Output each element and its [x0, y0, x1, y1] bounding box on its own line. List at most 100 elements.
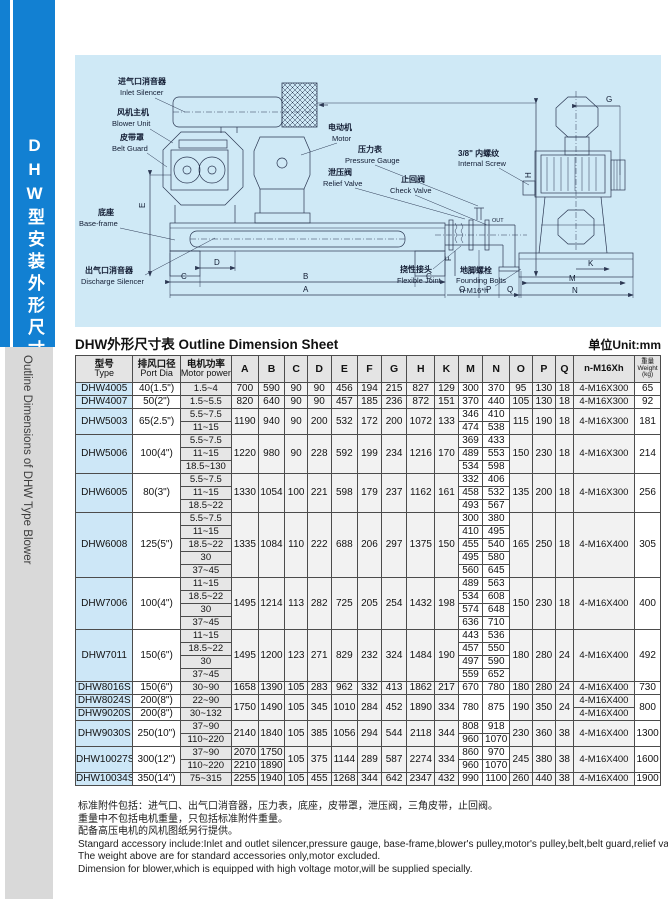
out-label: OUT [492, 218, 504, 224]
cell-dim-n: 875 [482, 694, 511, 721]
col-header-k: K [434, 355, 459, 383]
cell-dim-h: 1862 [406, 681, 436, 695]
table-row: DHW9030S 250(10") 37~90 2140 1840 105 385 1056 2… [74, 720, 661, 747]
cell-type: DHW7006 [74, 577, 134, 630]
cell-dim-f: 284 [357, 694, 382, 721]
callout-pressure-gauge: 压力表 Pressure Gauge [345, 144, 479, 207]
svg-text:压力表: 压力表 [358, 144, 383, 154]
callout-belt-guard: 皮带罩 Belt Guard [112, 132, 168, 168]
cell-dim-c: 110 [284, 512, 308, 578]
cell-power: 11~15 [179, 447, 232, 461]
svg-text:Inlet Silencer: Inlet Silencer [120, 88, 164, 97]
dim-label-p: P [486, 285, 491, 294]
cell-dim-a: 1658 [230, 681, 259, 695]
cell-dim-g: 234 [380, 434, 408, 474]
cell-dim-q: 38 [555, 746, 574, 773]
cell-dim-m: 489 [457, 447, 484, 461]
cell-type: DHW5003 [74, 408, 134, 435]
cell-power: 75~315 [179, 772, 232, 786]
cell-dim-g: 200 [380, 408, 408, 435]
cell-type: DHW8024S [74, 694, 134, 708]
cell-port: 100(4") [132, 434, 181, 474]
cell-dim-f: 289 [357, 746, 382, 773]
cell-power: 30 [179, 655, 232, 669]
cell-dim-h: 1375 [406, 512, 436, 578]
cell-dim-m: 560 [457, 564, 484, 578]
cell-dim-k: 334 [434, 746, 459, 773]
cell-dim-n: 710 [482, 616, 511, 630]
table-row: 37~45 636 710 [76, 616, 661, 630]
cell-dim-m: 860 [457, 746, 484, 760]
cell-weight: 305 [634, 512, 661, 578]
cell-dim-d: 282 [306, 577, 332, 630]
cell-bolts: 4-M16X400 [572, 746, 636, 773]
cell-type: DHW9020S [74, 707, 134, 721]
col-header-n-m16xh: n-M16Xh [572, 355, 636, 383]
table-row: 11~15 489 553 [76, 447, 661, 461]
note-line: Stangard accessory include:Inlet and out… [78, 838, 668, 850]
cell-dim-m: 443 [457, 629, 484, 643]
cell-dim-m: 370 [457, 395, 484, 409]
cell-type: DHW10027S [74, 746, 134, 773]
cell-port: 200(8") [132, 707, 181, 721]
cell-power: 30 [179, 603, 232, 617]
cell-dim-c: 105 [284, 772, 308, 786]
cell-power: 11~15 [179, 421, 232, 435]
cell-dim-n: 645 [482, 564, 511, 578]
cell-port: 100(4") [132, 577, 181, 630]
cell-dim-e: 1144 [330, 746, 359, 773]
cell-power: 18.5~22 [179, 499, 232, 513]
cell-bolts: 4-M16X400 [572, 512, 636, 578]
cell-power: 37~45 [179, 616, 232, 630]
cell-dim-a: 700 [230, 382, 259, 396]
cell-dim-k: 161 [434, 473, 459, 513]
cell-dim-n: 540 [482, 538, 511, 552]
cell-dim-m: 808 [457, 720, 484, 734]
cell-dim-e: 1056 [330, 720, 359, 747]
cell-dim-b: 1750 [257, 746, 286, 760]
cell-dim-n: 532 [482, 486, 511, 500]
cell-power: 37~45 [179, 668, 232, 682]
cell-dim-n: 536 [482, 629, 511, 643]
cell-dim-q: 24 [555, 681, 574, 695]
dim-label-k: K [588, 259, 594, 268]
cell-power: 30 [179, 551, 232, 565]
cell-dim-o: 190 [509, 694, 533, 721]
cell-dim-k: 129 [434, 382, 459, 396]
table-row: 11~15 474 538 [76, 421, 661, 435]
cell-dim-m: 410 [457, 525, 484, 539]
callout-discharge-silencer: 出气口消音器 Discharge Silencer [81, 237, 216, 286]
cell-dim-m: 636 [457, 616, 484, 630]
cell-power: 5.5~7.5 [179, 434, 232, 448]
cell-dim-m: 332 [457, 473, 484, 487]
cell-dim-b: 1214 [257, 577, 286, 630]
cell-dim-e: 829 [330, 629, 359, 682]
cell-dim-c: 105 [284, 694, 308, 721]
cell-dim-m: 495 [457, 551, 484, 565]
cell-power: 5.5~7.5 [179, 408, 232, 422]
cell-dim-k: 198 [434, 577, 459, 630]
table-row: DHW7011 150(6") 11~15 1495 1200 123 271 829 232 3… [74, 629, 661, 682]
table-row: DHW8016S 150(6") 30~90 1658 1390 105 283 962 332… [74, 681, 661, 695]
cell-dim-k: 432 [434, 772, 459, 786]
cell-weight: 256 [634, 473, 661, 513]
cell-dim-c: 90 [284, 395, 308, 409]
cell-dim-n: 648 [482, 603, 511, 617]
dim-label-q: Q [507, 285, 513, 294]
cell-dim-d: 228 [306, 434, 332, 474]
cell-dim-e: 456 [330, 382, 359, 396]
cell-dim-f: 206 [357, 512, 382, 578]
cell-dim-n: 550 [482, 642, 511, 656]
cell-weight: 1600 [634, 746, 661, 773]
sidebar-cn-bar: DHW型安装外形尺寸图 [0, 0, 55, 384]
cell-dim-b: 1084 [257, 512, 286, 578]
cell-dim-g: 297 [380, 512, 408, 578]
cell-dim-m: 455 [457, 538, 484, 552]
dim-label-e: E [138, 203, 147, 208]
table-row: DHW9020S 200(8") 30~132 4-M16X400 [74, 707, 661, 721]
cell-weight: 400 [634, 577, 661, 630]
callout-inlet-silencer: 进气口消音器 Inlet Silencer [118, 76, 186, 113]
cell-dim-o: 135 [509, 473, 533, 513]
callout-blower-unit: 风机主机 Blower Unit [112, 107, 174, 144]
cell-bolts: 4-M16X300 [572, 408, 636, 435]
